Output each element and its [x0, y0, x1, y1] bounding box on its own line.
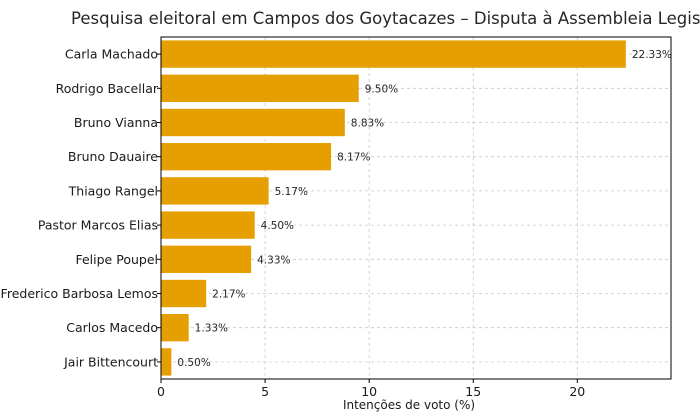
bar: [161, 211, 255, 239]
bar-value-label: 4.33%: [257, 254, 290, 266]
bar-value-label: 9.50%: [365, 83, 398, 95]
category-label: Rodrigo Bacellar: [56, 81, 159, 96]
category-label: Thiago Rangel: [68, 183, 158, 198]
value-labels: 22.33% 9.50% 8.83% 8.17% 5.17% 4.50% 4.33% 2.17…: [177, 49, 671, 369]
bar-value-label: 5.17%: [275, 186, 308, 198]
category-label: Bruno Dauaire: [68, 149, 158, 164]
x-ticks: 0 5 10 15 20: [157, 53, 585, 399]
x-axis-title: Intenções de voto (%): [343, 398, 475, 412]
chart-title: Pesquisa eleitoral em Campos dos Goytaca…: [71, 9, 700, 28]
bar-value-label: 1.33%: [195, 323, 228, 335]
bar: [161, 177, 269, 205]
plot-frame: [160, 36, 672, 380]
bar: [161, 348, 172, 376]
bar-value-label: 2.17%: [212, 289, 245, 301]
category-label: Jair Bittencourt: [63, 354, 158, 369]
bar: [161, 74, 359, 102]
x-tick-label: 10: [361, 384, 377, 399]
x-tick-label: 20: [569, 384, 585, 399]
bar-value-label: 0.50%: [177, 357, 210, 369]
category-label: Bruno Vianna: [74, 115, 158, 130]
bar-value-label: 22.33%: [632, 49, 672, 61]
bar-value-label: 8.83%: [351, 118, 384, 130]
bar: [161, 245, 252, 273]
category-label: Carlos Macedo: [66, 320, 158, 335]
x-tick-label: 0: [157, 384, 165, 399]
bar: [161, 314, 189, 342]
category-label: Felipe Poupel: [75, 252, 158, 267]
bar: [161, 143, 332, 171]
bar-value-label: 4.50%: [261, 220, 294, 232]
category-label: Frederico Barbosa Lemos: [1, 286, 158, 301]
category-label: Pastor Marcos Elias: [38, 218, 158, 233]
bar-value-label: 8.17%: [337, 152, 370, 164]
bar: [161, 279, 207, 308]
bar: [161, 40, 626, 68]
category-labels: Carla Machado Rodrigo Bacellar Bruno Viann…: [1, 47, 159, 370]
x-tick-label: 5: [261, 384, 269, 399]
bar: [161, 108, 345, 137]
bars: [161, 40, 626, 376]
x-tick-label: 15: [465, 384, 481, 399]
category-label: Carla Machado: [65, 47, 158, 62]
